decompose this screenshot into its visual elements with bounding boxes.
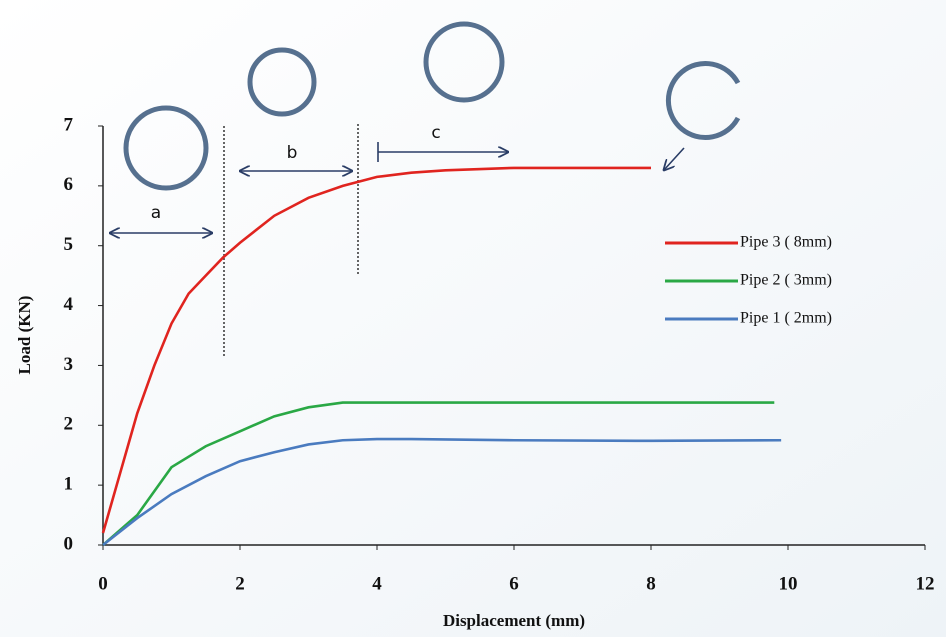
legend-label: Pipe 2 ( 3mm) — [740, 272, 832, 289]
x-tick-label: 12 — [916, 573, 935, 594]
annotation: a — [151, 203, 161, 223]
y-tick-label: 7 — [64, 114, 74, 135]
annotation: b — [287, 143, 298, 163]
x-axis-title: Displacement (mm) — [443, 611, 585, 630]
y-tick-label: 2 — [64, 414, 74, 435]
x-tick-label: 4 — [372, 573, 382, 594]
y-tick-label: 3 — [64, 354, 74, 375]
chart: a b c Displacement (mm) Load (KN) 0 2 4 6 8 1… — [0, 0, 946, 637]
x-tick-label: 2 — [235, 573, 245, 594]
y-tick-label: 4 — [64, 294, 74, 315]
y-tick-label: 6 — [64, 174, 74, 195]
x-tick-label: 6 — [509, 573, 519, 594]
annotation: c — [431, 123, 440, 143]
legend-label: Pipe 1 ( 2mm) — [740, 310, 832, 327]
y-tick-label: 1 — [64, 474, 74, 495]
y-axis-title: Load (KN) — [15, 296, 34, 375]
y-tick-label: 0 — [64, 533, 74, 554]
y-tick-label: 5 — [64, 234, 74, 255]
x-tick-label: 0 — [98, 573, 108, 594]
legend-label: Pipe 3 ( 8mm) — [740, 234, 832, 251]
x-tick-label: 10 — [779, 573, 798, 594]
x-tick-label: 8 — [646, 573, 656, 594]
